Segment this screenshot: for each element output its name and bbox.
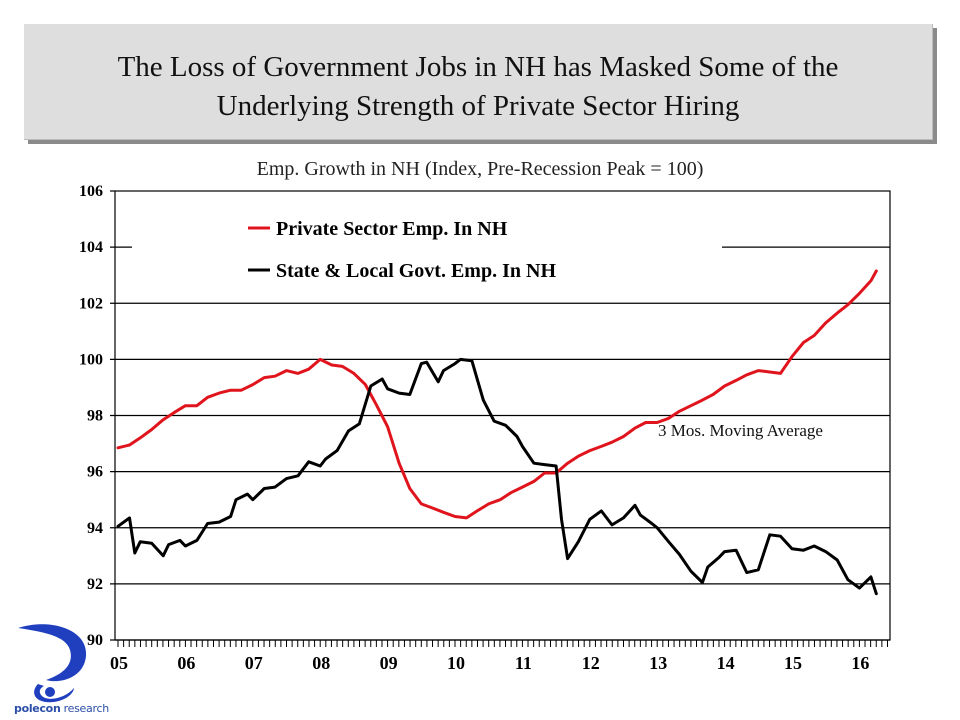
- slide-title: The Loss of Government Jobs in NH has Ma…: [24, 48, 932, 126]
- gridlines: [110, 190, 890, 641]
- x-tick-label: 16: [851, 653, 869, 673]
- x-tick-label: 06: [177, 653, 195, 673]
- x-tick-label: 08: [312, 653, 330, 673]
- x-tick-label: 07: [245, 653, 263, 673]
- x-tick-label: 14: [717, 653, 735, 673]
- title-banner: The Loss of Government Jobs in NH has Ma…: [24, 24, 933, 140]
- x-tick-label: 09: [380, 653, 398, 673]
- x-tick-label: 15: [784, 653, 802, 673]
- x-tick-label: 12: [582, 653, 600, 673]
- y-tick-label: 100: [79, 351, 103, 368]
- y-tick-label: 98: [87, 408, 103, 425]
- series-line-state-local-govt: [116, 357, 878, 596]
- x-tick-label: 13: [649, 653, 667, 673]
- legend-label-government: State & Local Govt. Emp. In NH: [276, 260, 556, 282]
- y-tick-label: 90: [87, 632, 103, 649]
- y-tick-label: 104: [79, 239, 103, 256]
- legend-background: [132, 205, 722, 290]
- plot-frame: [114, 190, 891, 641]
- y-tick-label: 106: [79, 183, 103, 200]
- chart-title: Emp. Growth in NH (Index, Pre-Recession …: [256, 158, 704, 180]
- x-tick-label: 05: [110, 653, 128, 673]
- slide-title-line-1: The Loss of Government Jobs in NH has Ma…: [117, 51, 839, 83]
- polecon-logo: [8, 618, 104, 718]
- polecon-swirl-logo-icon: [18, 624, 87, 703]
- polecon-logo-text: polecon research: [14, 702, 109, 715]
- x-tick-label: 10: [447, 653, 465, 673]
- x-axis-ticks: [115, 639, 890, 647]
- x-tick-label: 11: [515, 653, 532, 673]
- slide-title-line-2: Underlying Strength of Private Sector Hi…: [216, 90, 740, 122]
- y-tick-label: 94: [87, 520, 103, 537]
- series-line-private-sector: [116, 269, 878, 520]
- y-tick-label: 92: [87, 576, 103, 593]
- y-tick-label: 96: [87, 464, 103, 481]
- legend-label-private: Private Sector Emp. In NH: [276, 218, 508, 240]
- x-axis-tick-labels: 05 06 07 08 09 10 11 12 13 14 15 16: [110, 653, 869, 673]
- series-lines: [116, 269, 878, 596]
- moving-average-note: 3 Mos. Moving Average: [658, 421, 823, 440]
- y-tick-label: 102: [79, 295, 103, 312]
- legend: Private Sector Emp. In NH State & Local …: [248, 218, 556, 282]
- y-axis-tick-labels: 90 92 94 96 98 100 102 104 106: [79, 183, 103, 649]
